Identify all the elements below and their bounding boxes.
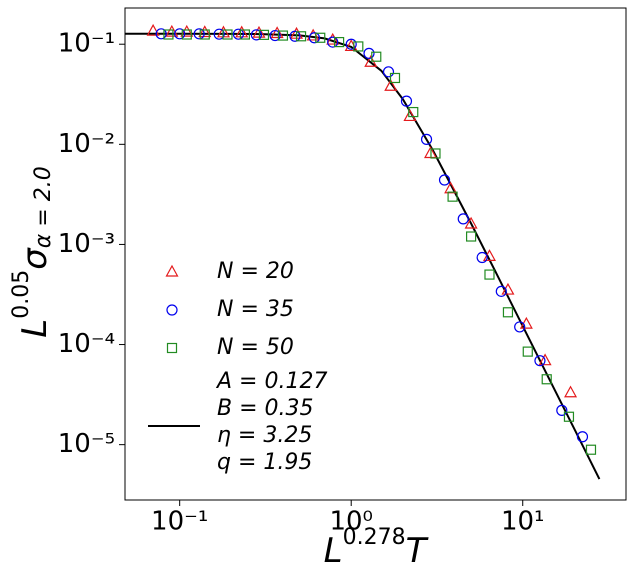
y-tick-label: 10⁻³ xyxy=(58,229,115,259)
data-point xyxy=(484,269,495,280)
data-point xyxy=(400,95,413,107)
data-point xyxy=(232,28,245,40)
data-point xyxy=(420,133,433,145)
data-point xyxy=(476,251,488,264)
data-point xyxy=(222,29,233,40)
legend-marker xyxy=(166,304,178,316)
fit-legend-label: η = 3.25 xyxy=(217,423,312,448)
data-point xyxy=(239,29,250,40)
data-point xyxy=(277,30,289,41)
data-point xyxy=(447,191,458,202)
data-point xyxy=(382,66,395,78)
legend-marker xyxy=(165,264,179,277)
fit-legend-label: B = 0.35 xyxy=(217,396,314,421)
y-label-base: L xyxy=(15,319,55,338)
y-label-sym: σ xyxy=(15,247,55,270)
data-point xyxy=(353,41,364,52)
y-tick-label: 10⁻⁵ xyxy=(58,429,115,459)
data-point xyxy=(534,355,546,367)
x-label-exp: 0.278 xyxy=(343,525,406,550)
legend-marker xyxy=(166,342,178,354)
data-point xyxy=(576,431,589,443)
data-point xyxy=(556,404,568,416)
fit-line xyxy=(125,32,601,480)
data-point xyxy=(514,321,526,333)
x-axis-label: L0.278T xyxy=(324,525,429,571)
data-point xyxy=(564,385,578,398)
x-tick-label: 10¹ xyxy=(501,507,545,537)
data-point xyxy=(502,307,514,318)
data-point xyxy=(235,25,249,38)
data-point xyxy=(585,444,597,455)
legend-label: N = 35 xyxy=(217,297,294,322)
fit-legend-label: A = 0.127 xyxy=(215,369,327,394)
data-point xyxy=(333,36,345,48)
data-point xyxy=(181,29,192,40)
data-point xyxy=(495,285,507,297)
legend-label: N = 20 xyxy=(217,259,294,284)
data-point xyxy=(198,25,212,38)
data-point xyxy=(308,32,320,44)
data-point xyxy=(541,374,552,385)
data-point xyxy=(146,23,160,36)
data-point xyxy=(438,174,451,186)
data-point xyxy=(213,28,225,40)
data-point xyxy=(345,38,357,50)
plot-frame xyxy=(124,7,627,501)
x-label-base: L xyxy=(324,531,343,571)
x-tick-label: 10⁻¹ xyxy=(151,507,208,537)
y-tick-label: 10⁻⁴ xyxy=(58,329,115,359)
data-point xyxy=(193,28,205,40)
data-point xyxy=(403,109,417,122)
data-point xyxy=(270,26,284,39)
legend-label: N = 50 xyxy=(217,335,294,360)
data-point xyxy=(289,30,301,42)
y-tick-label: 10⁻² xyxy=(58,129,115,159)
data-point xyxy=(199,29,210,40)
data-point xyxy=(155,28,167,40)
data-point xyxy=(384,79,398,91)
data-point xyxy=(250,29,262,41)
data-point xyxy=(389,72,401,84)
fit-legend-label: q = 1.95 xyxy=(217,450,312,475)
y-axis-label: L0.05σα = 2.0 xyxy=(9,166,56,337)
data-point xyxy=(408,106,419,118)
y-label-exp: 0.05 xyxy=(9,270,34,319)
y-label-sub: α = 2.0 xyxy=(31,166,56,248)
data-point xyxy=(165,24,179,37)
data-point xyxy=(522,346,533,357)
data-point xyxy=(326,32,340,45)
y-tick-label: 10⁻¹ xyxy=(58,29,115,59)
data-point xyxy=(363,47,375,59)
data-point xyxy=(315,32,326,43)
data-point xyxy=(371,51,382,62)
data-point xyxy=(327,36,339,48)
data-point xyxy=(174,28,186,40)
data-point xyxy=(465,231,477,242)
data-point xyxy=(457,213,469,225)
data-point xyxy=(430,148,441,159)
x-tick-label: 10⁰ xyxy=(329,507,373,537)
data-point xyxy=(258,29,270,40)
data-point xyxy=(538,353,552,366)
data-point xyxy=(464,216,478,229)
data-point xyxy=(295,31,307,42)
data-point xyxy=(563,411,575,422)
data-point xyxy=(163,29,174,40)
x-label-sym: T xyxy=(406,531,429,571)
data-point xyxy=(269,29,281,42)
